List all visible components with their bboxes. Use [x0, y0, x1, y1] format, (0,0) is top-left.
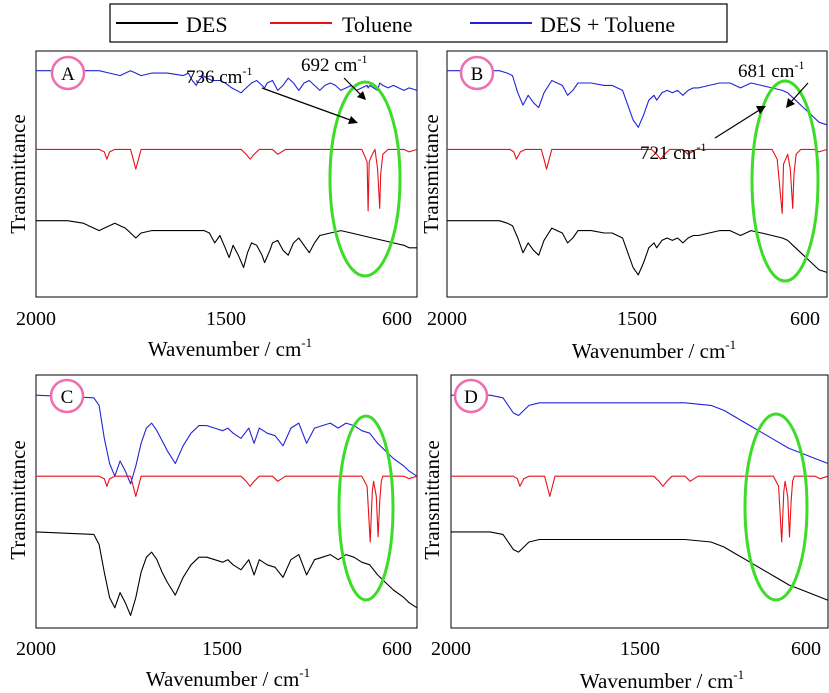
panel-c: C 2000 1500 600 Wavenumber / cm-1 Transm… — [6, 374, 418, 691]
panel-d-xlabel: Wavenumber / cm-1 — [580, 667, 744, 693]
panel-c-badge — [49, 378, 85, 414]
panel-c-label: C — [61, 387, 74, 408]
panel-a-series-toluene — [36, 148, 418, 212]
panel-a-xlabel: Wavenumber / cm-1 — [148, 335, 312, 361]
panel-d-label: D — [464, 387, 478, 408]
panel-b-xtick-2000: 2000 — [427, 308, 467, 330]
panel-b-label: B — [471, 64, 484, 85]
panel-d: D 2000 1500 600 Wavenumber / cm-1 Transm… — [420, 374, 829, 693]
panel-b-annotation-681: 681 cm-1 — [738, 58, 804, 82]
panel-b-xtick-600: 600 — [790, 308, 820, 330]
panel-a-series-des — [36, 220, 417, 269]
panel-b-highlight-ellipse — [750, 79, 820, 283]
panel-d-xtick-1500: 1500 — [620, 638, 660, 660]
panel-d-highlight-ellipse — [743, 412, 809, 602]
panel-c-series — [35, 394, 418, 616]
panel-a-ylabel: Transmittance — [6, 114, 30, 233]
panel-c-highlight-ellipse — [337, 414, 395, 602]
panel-a-xtick-600: 600 — [382, 308, 412, 330]
panel-b-arrow-721 — [714, 108, 762, 139]
panel-a-annotation-692: 692 cm-1 — [301, 52, 367, 76]
panel-d-series-des-toluene — [451, 394, 829, 465]
panel-b-badge — [459, 55, 495, 91]
panel-a-arrow-692 — [343, 77, 363, 97]
panel-a-xtick-2000: 2000 — [16, 308, 56, 330]
panel-a-xtick-1500: 1500 — [206, 308, 246, 330]
panel-d-series — [451, 394, 829, 601]
panel-c-xlabel: Wavenumber / cm-1 — [146, 665, 310, 691]
panel-b-ylabel: Transmittance — [419, 114, 443, 233]
panel-b-arrow-681 — [789, 82, 809, 104]
panel-c-frame — [35, 374, 418, 629]
panel-a-annotation-736: 736 cm-1 — [186, 64, 252, 88]
panel-b-xlabel: Wavenumber / cm-1 — [572, 337, 736, 363]
panel-a-frame — [35, 50, 418, 298]
panel-c-xtick-2000: 2000 — [16, 638, 56, 660]
panel-a-arrow-736 — [261, 87, 354, 122]
legend-label-des: DES — [186, 12, 228, 37]
panel-a-arrowhead-736 — [348, 116, 358, 124]
panel-b-series-des — [447, 220, 828, 276]
panel-d-frame — [450, 374, 829, 629]
panel-c-series-toluene — [36, 475, 418, 543]
panel-c-xtick-600: 600 — [382, 638, 412, 660]
panel-b-arrowhead-681 — [786, 98, 795, 108]
panel-d-ylabel: Transmittance — [420, 440, 444, 559]
legend-label-toluene: Toluene — [342, 12, 413, 37]
panel-b-series — [447, 70, 828, 276]
panel-c-xtick-1500: 1500 — [202, 638, 242, 660]
panel-b-annotation-721: 721 cm-1 — [640, 140, 706, 164]
panel-b-series-toluene — [447, 148, 828, 214]
panel-c-series-des — [35, 531, 418, 616]
panel-b-series-des-toluene — [447, 70, 828, 128]
panel-b-arrowhead-721 — [756, 106, 766, 114]
panel-d-series-toluene — [451, 475, 829, 543]
panel-a: A 736 cm-1 692 cm-1 2000 1500 600 Wavenu… — [6, 50, 418, 361]
legend-label-mix: DES + Toluene — [540, 12, 675, 37]
panel-a-badge — [50, 55, 86, 91]
legend: DES Toluene DES + Toluene — [109, 3, 728, 43]
panel-d-badge — [453, 378, 489, 414]
panel-c-ylabel: Transmittance — [6, 440, 30, 559]
legend-box — [109, 3, 728, 43]
panel-b-xtick-1500: 1500 — [617, 308, 657, 330]
panel-c-series-des-toluene — [35, 394, 418, 485]
panel-d-series-des — [451, 531, 829, 601]
panel-d-xtick-600: 600 — [791, 638, 821, 660]
panel-b: B 681 cm-1 721 cm-1 2000 1500 600 Wavenu… — [419, 50, 828, 363]
panel-a-label: A — [61, 64, 75, 85]
panel-b-frame — [446, 50, 828, 298]
panel-d-xtick-2000: 2000 — [431, 638, 471, 660]
panel-a-series-des-toluene — [36, 70, 418, 94]
panel-a-highlight-ellipse — [328, 80, 402, 278]
panel-a-arrowhead-692 — [357, 91, 366, 100]
panel-a-series — [36, 70, 418, 269]
